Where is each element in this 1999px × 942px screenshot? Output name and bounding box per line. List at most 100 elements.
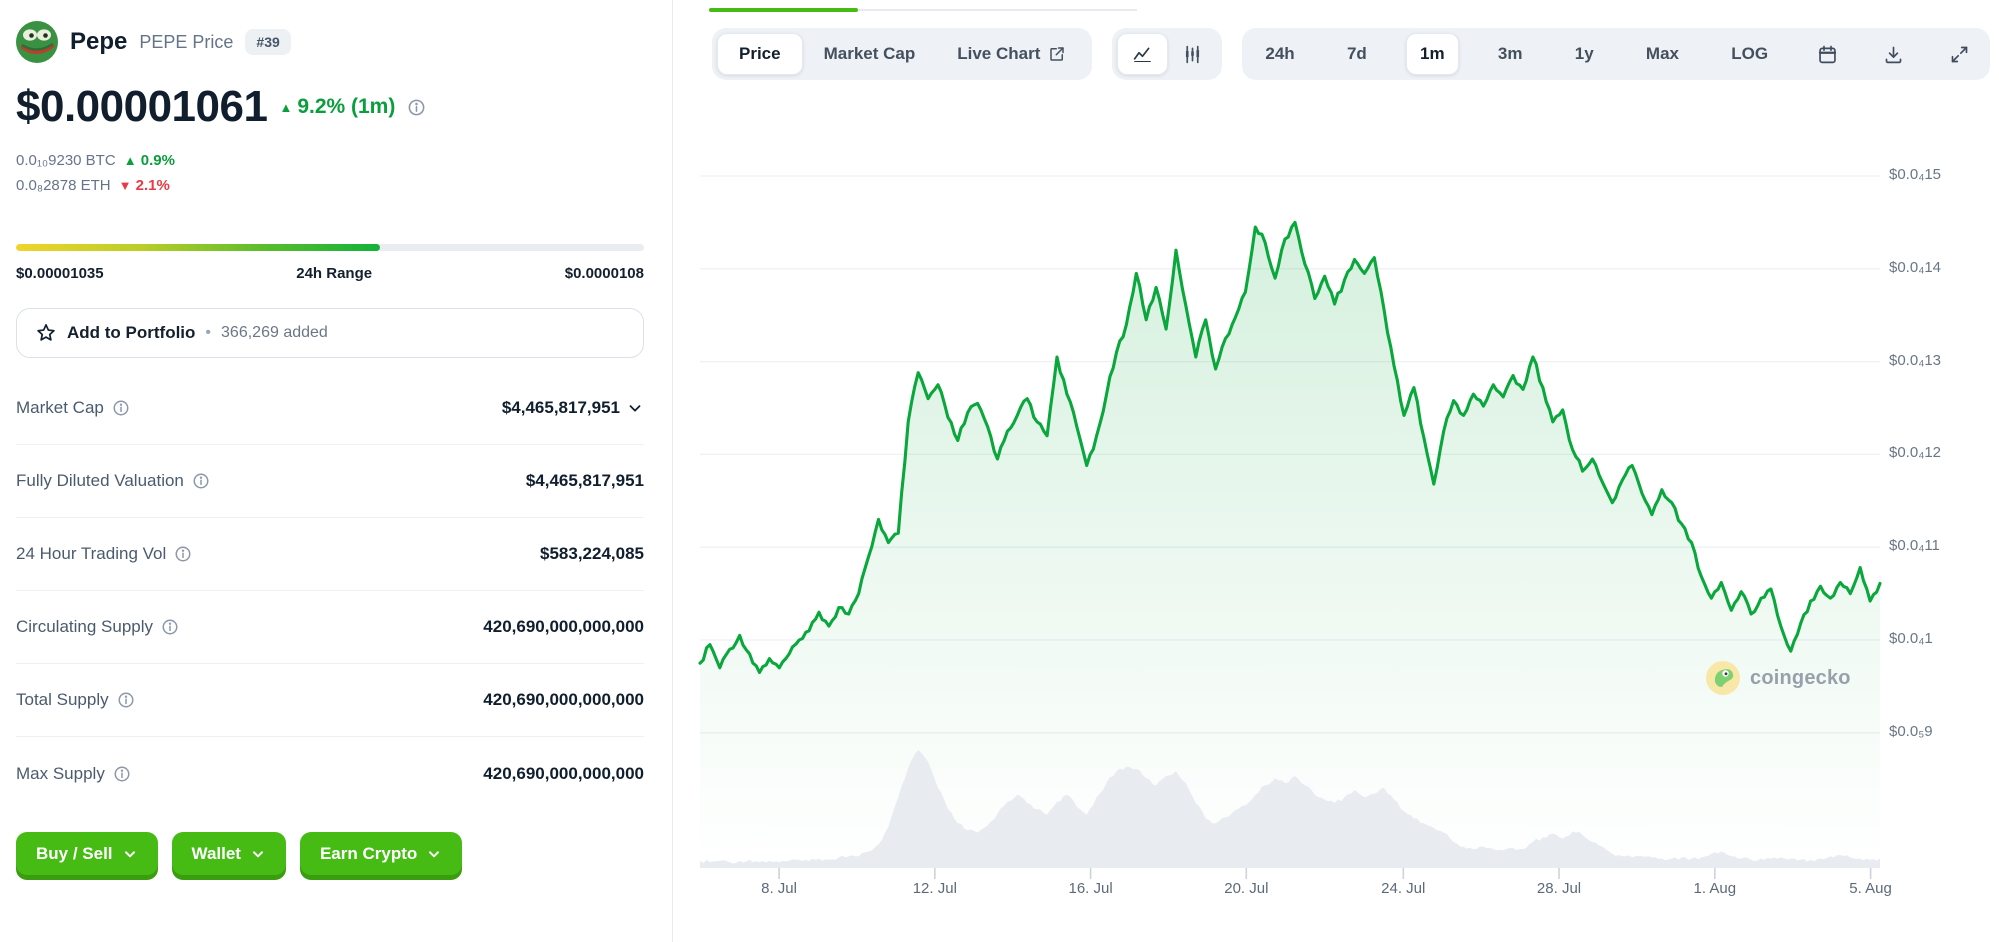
x-tick-label: 5. Aug bbox=[1849, 880, 1892, 897]
24h-range-bar bbox=[16, 244, 644, 251]
chart-range-tabs: 24h 7d 1m 3m 1y Max LOG bbox=[1242, 28, 1990, 80]
calendar-icon bbox=[1817, 44, 1838, 65]
btc-change: ▲ 0.9% bbox=[123, 152, 175, 169]
chart-type-tabs bbox=[1112, 28, 1223, 80]
stat-value: 420,690,000,000,000 bbox=[483, 617, 644, 637]
stat-value: $4,465,817,951 bbox=[502, 398, 644, 418]
stat-row-market-cap: Market Cap $4,465,817,951 bbox=[16, 372, 644, 445]
pepe-logo bbox=[16, 21, 58, 63]
y-tick-label: $0.0₄11 bbox=[1889, 537, 1940, 555]
cta-label: Earn Crypto bbox=[319, 844, 418, 863]
tab-price[interactable]: Price bbox=[717, 33, 803, 75]
info-icon[interactable] bbox=[161, 618, 179, 636]
chevron-down-icon bbox=[250, 846, 266, 862]
stat-value: $4,465,817,951 bbox=[526, 471, 644, 491]
candlestick-icon-button[interactable] bbox=[1168, 33, 1217, 75]
price-line bbox=[698, 220, 1882, 675]
chart-panel: Price Market Cap Live Chart 24h 7d 1m 3m 1y Max… bbox=[673, 0, 1999, 942]
external-link-icon bbox=[1048, 45, 1066, 63]
range-1m[interactable]: 1m bbox=[1406, 33, 1459, 75]
range-label: 1m bbox=[1420, 44, 1445, 63]
range-label: 7d bbox=[1346, 44, 1367, 63]
range-high: $0.0000108 bbox=[564, 265, 644, 282]
buy-sell-button[interactable]: Buy / Sell bbox=[16, 832, 158, 880]
line-chart-icon-button[interactable] bbox=[1117, 33, 1169, 75]
stat-value-text: $4,465,817,951 bbox=[501, 398, 620, 417]
tab-live-chart[interactable]: Live Chart bbox=[936, 33, 1087, 75]
range-max[interactable]: Max bbox=[1633, 33, 1692, 75]
eth-rate-row: 0.0₈2878 ETH ▼ 2.1% bbox=[16, 173, 644, 198]
range-1y[interactable]: 1y bbox=[1562, 33, 1607, 75]
range-title: 24h Range bbox=[296, 265, 373, 282]
candlestick-icon bbox=[1182, 44, 1203, 65]
stat-value-text: 420,690,000,000,000 bbox=[483, 763, 644, 783]
y-tick-label: $0.0₄1 bbox=[1889, 630, 1933, 647]
stat-label: Total Supply bbox=[16, 690, 135, 710]
down-arrow-icon: ▼ bbox=[118, 178, 132, 193]
active-tab-underline bbox=[709, 8, 858, 12]
info-icon[interactable] bbox=[112, 399, 130, 417]
y-tick-label: $0.0₄14 bbox=[1889, 258, 1942, 276]
range-7d[interactable]: 7d bbox=[1334, 33, 1380, 75]
info-icon[interactable] bbox=[117, 691, 135, 709]
stat-value: $583,224,085 bbox=[540, 544, 644, 564]
stat-row-fully-diluted-valuation: Fully Diluted Valuation $4,465,817,951 bbox=[16, 445, 644, 518]
coin-subtitle: PEPE Price bbox=[139, 31, 234, 52]
download-icon-button[interactable] bbox=[1874, 33, 1914, 75]
download-icon bbox=[1883, 44, 1904, 65]
expand-icon bbox=[1949, 44, 1970, 65]
range-low: $0.00001035 bbox=[16, 265, 104, 282]
price-row: $0.00001061 ▲ 9.2% (1m) bbox=[16, 82, 644, 132]
stat-row-max-supply: Max Supply 420,690,000,000,000 bbox=[16, 737, 644, 810]
range-24h[interactable]: 24h bbox=[1252, 33, 1307, 75]
y-tick-label: $0.0₄12 bbox=[1889, 444, 1942, 462]
tab-underline-track bbox=[858, 9, 1137, 11]
coingecko-icon bbox=[1705, 660, 1741, 696]
btc-rate-row: 0.0₁₀9230 BTC ▲ 0.9% bbox=[16, 148, 644, 173]
price-area-fill bbox=[700, 222, 1880, 868]
x-tick-label: 24. Jul bbox=[1381, 880, 1426, 897]
tab-market-cap[interactable]: Market Cap bbox=[803, 33, 937, 75]
stat-value-text: 420,690,000,000,000 bbox=[483, 617, 644, 636]
price-chart[interactable] bbox=[698, 140, 1882, 879]
chevron-down-icon bbox=[122, 846, 138, 862]
stat-label: Market Cap bbox=[16, 398, 130, 418]
earn-crypto-button[interactable]: Earn Crypto bbox=[299, 832, 463, 880]
x-tick-label: 28. Jul bbox=[1536, 880, 1582, 897]
info-icon[interactable] bbox=[407, 98, 426, 117]
x-tick-label: 12. Jul bbox=[912, 880, 957, 897]
info-icon[interactable] bbox=[113, 765, 131, 783]
add-to-portfolio-button[interactable]: Add to Portfolio • 366,269 added bbox=[16, 308, 644, 358]
stat-value-text: $4,465,817,951 bbox=[525, 471, 644, 490]
stat-text: Market Cap bbox=[16, 398, 104, 417]
chevron-down-icon[interactable] bbox=[626, 399, 644, 417]
stat-label: Max Supply bbox=[16, 764, 131, 784]
expand-icon-button[interactable] bbox=[1940, 33, 1980, 75]
stat-text: 24 Hour Trading Vol bbox=[16, 544, 167, 563]
calendar-icon-button[interactable] bbox=[1807, 33, 1847, 75]
stat-value-text: $583,224,085 bbox=[540, 544, 644, 563]
range-label: LOG bbox=[1731, 44, 1769, 63]
info-icon[interactable] bbox=[174, 545, 192, 563]
stat-row-total-supply: Total Supply 420,690,000,000,000 bbox=[16, 664, 644, 737]
star-icon bbox=[35, 322, 57, 344]
cta-label: Buy / Sell bbox=[36, 844, 113, 863]
bullet-separator: • bbox=[205, 324, 212, 341]
up-arrow-icon: ▲ bbox=[123, 153, 137, 168]
x-tick-label: 16. Jul bbox=[1068, 880, 1113, 897]
eth-value: 0.0₈2878 ETH bbox=[16, 177, 111, 194]
info-icon[interactable] bbox=[192, 472, 210, 490]
cta-label: Wallet bbox=[191, 844, 241, 863]
coingecko-wordmark: coingecko bbox=[1750, 666, 1851, 689]
range-log[interactable]: LOG bbox=[1718, 33, 1781, 75]
portfolio-count: 366,269 added bbox=[221, 324, 328, 341]
eth-change: ▼ 2.1% bbox=[118, 177, 170, 194]
range-3m[interactable]: 3m bbox=[1485, 33, 1536, 75]
wallet-button[interactable]: Wallet bbox=[171, 832, 286, 880]
tab-label: Live Chart bbox=[957, 44, 1041, 63]
stat-text: Total Supply bbox=[16, 690, 109, 709]
volume-silhouette bbox=[700, 750, 1880, 868]
coin-header: Pepe PEPE Price #39 bbox=[16, 20, 644, 64]
x-tick-label: 8. Jul bbox=[761, 880, 797, 897]
